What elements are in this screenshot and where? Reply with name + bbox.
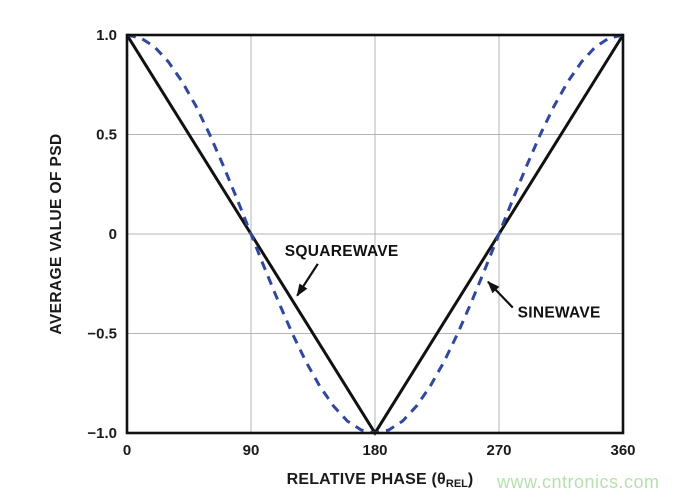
y-tick-label: 0.5: [96, 127, 117, 144]
x-tick-label: 0: [123, 442, 131, 459]
tick-labels: 0 90 180 270 360 1.0 0.5 0 −0.5 −1.0: [87, 27, 635, 459]
annotation-arrow-sinewave: [487, 280, 514, 309]
y-tick-label: 1.0: [96, 27, 117, 44]
annotations: SQUAREWAVE SINEWAVE: [285, 243, 601, 322]
plot-frame: [125, 33, 625, 435]
axes-frame: [125, 33, 625, 435]
x-tick-label: 180: [362, 442, 387, 459]
x-axis-title: RELATIVE PHASE (θREL): [286, 471, 474, 490]
y-axis-title: AVERAGE VALUE OF PSD: [48, 133, 65, 335]
x-tick-label: 270: [486, 442, 511, 459]
theta-symbol: θ: [437, 471, 446, 488]
y-tick-label: 0: [109, 226, 117, 243]
x-axis-title-text: RELATIVE PHASE (: [286, 471, 438, 488]
y-tick-label: −0.5: [87, 326, 117, 343]
theta-subscript: REL: [445, 478, 468, 490]
y-tick-label: −1.0: [87, 425, 117, 442]
x-axis-title-close: ): [467, 471, 474, 488]
annotation-arrow-squarewave: [296, 263, 319, 297]
watermark: www.cntronics.com: [497, 472, 660, 492]
x-tick-label: 90: [243, 442, 260, 459]
annotation-label-squarewave: SQUAREWAVE: [285, 243, 399, 260]
x-tick-label: 360: [610, 442, 635, 459]
gridlines: [127, 35, 623, 433]
annotation-label-sinewave: SINEWAVE: [518, 305, 601, 322]
